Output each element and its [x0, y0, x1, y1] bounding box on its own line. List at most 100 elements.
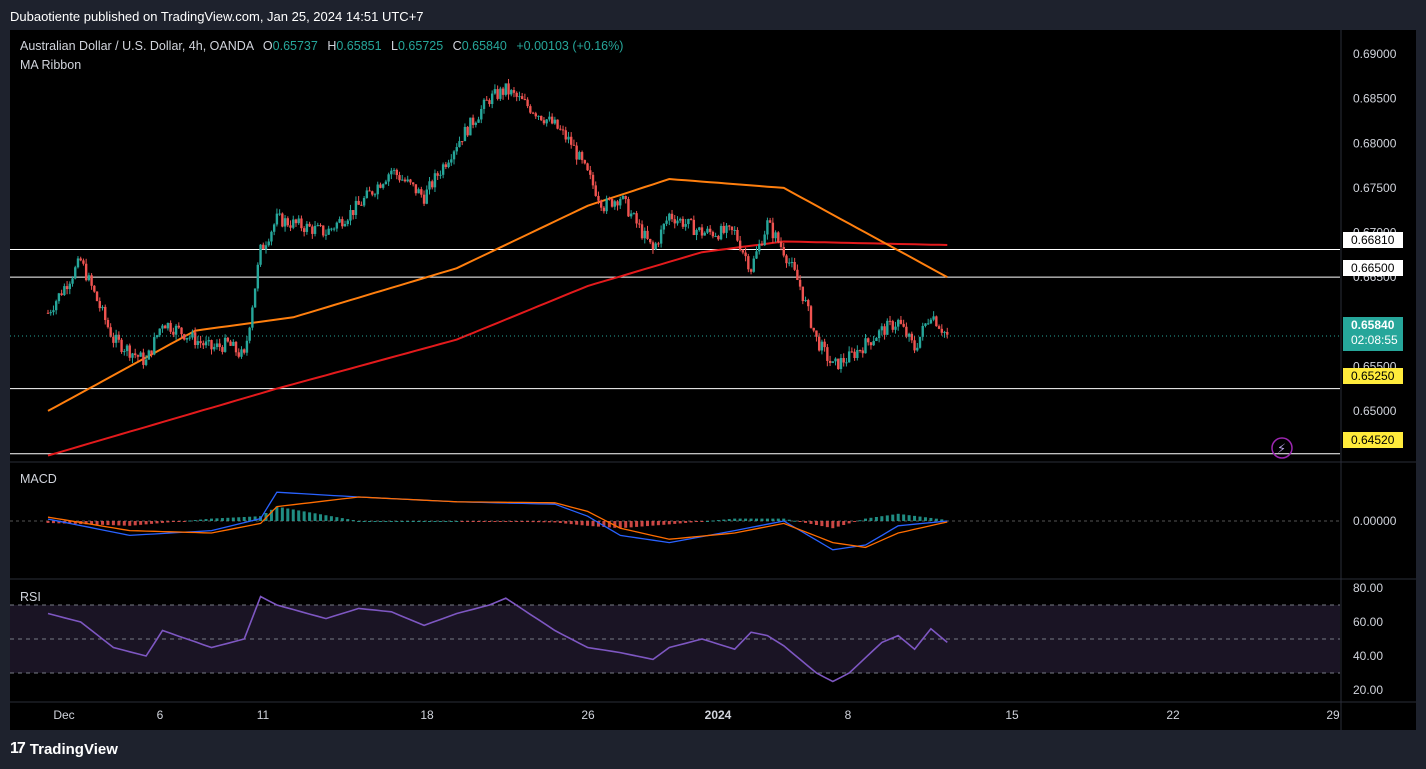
candle-body: [466, 126, 469, 136]
candle-body: [749, 269, 753, 272]
candle-body: [665, 220, 668, 224]
time-axis-tick: 2024: [705, 708, 732, 722]
candle-body: [76, 258, 80, 268]
candle-body: [155, 335, 159, 338]
candle-body: [74, 267, 77, 279]
candle-body: [542, 120, 546, 124]
candle-body: [409, 179, 412, 183]
macd-histogram-bar: [237, 517, 241, 521]
candle-body: [199, 341, 202, 344]
macd-histogram-bar: [220, 518, 224, 521]
macd-histogram-bar: [667, 521, 671, 525]
macd-histogram-bar: [531, 521, 535, 523]
candle-body: [390, 170, 393, 175]
candle-body: [891, 321, 894, 330]
candle-body: [777, 232, 780, 243]
macd-histogram-bar: [286, 508, 290, 521]
candle-body: [837, 358, 840, 370]
candle-body: [747, 256, 750, 270]
time-axis-tick: 22: [1166, 708, 1180, 722]
candle-body: [447, 162, 450, 168]
indicator-name[interactable]: MA Ribbon: [20, 58, 82, 72]
candle-body: [308, 223, 311, 227]
candle-body: [670, 213, 674, 220]
candle-body: [785, 255, 788, 264]
macd-pane-label[interactable]: MACD: [20, 472, 57, 486]
chart-canvas[interactable]: 0.690000.685000.680000.675000.670000.665…: [10, 30, 1416, 730]
candle-body: [529, 106, 532, 113]
candle-body: [332, 228, 336, 230]
candle-body: [515, 92, 518, 97]
candle-body: [240, 349, 243, 357]
price-axis-tick: 0.65000: [1353, 404, 1397, 418]
macd-histogram-bar: [313, 513, 317, 521]
candle-body: [357, 200, 360, 205]
macd-histogram-bar: [275, 506, 279, 521]
candle-body: [673, 219, 676, 224]
candle-body: [352, 210, 355, 215]
candle-body: [834, 358, 837, 362]
macd-histogram-bar: [340, 518, 344, 521]
macd-histogram-bar: [705, 521, 709, 522]
candle-body: [90, 275, 93, 286]
price-axis-tick: 0.67500: [1353, 181, 1397, 195]
candle-body: [183, 334, 186, 340]
candle-body: [553, 119, 557, 124]
candle-body: [741, 250, 745, 253]
macd-histogram-bar: [51, 521, 55, 524]
macd-histogram-bar: [907, 515, 911, 521]
candle-body: [46, 312, 50, 314]
candle-body: [292, 219, 295, 228]
candle-body: [589, 170, 592, 175]
macd-axis-tick: 0.00000: [1353, 514, 1397, 528]
macd-histogram-bar: [177, 521, 181, 522]
chart-frame[interactable]: 0.690000.685000.680000.675000.670000.665…: [10, 30, 1416, 730]
macd-histogram-bar: [586, 521, 590, 526]
candle-body: [458, 141, 461, 148]
candle-body: [84, 263, 88, 281]
macd-signal-line: [47, 496, 948, 549]
candle-body: [338, 219, 341, 223]
candle-countdown: 02:08:55: [1351, 333, 1398, 347]
macd-histogram-bar: [406, 521, 410, 522]
candle-body: [417, 189, 420, 194]
candle-body: [153, 337, 156, 355]
candle-body: [499, 88, 502, 99]
alert-lightning-icon: [1271, 437, 1293, 459]
time-axis-tick: 29: [1326, 708, 1340, 722]
candle-body: [376, 184, 379, 195]
candle-body: [632, 213, 636, 215]
rsi-pane-label[interactable]: RSI: [20, 590, 41, 604]
candle-body: [52, 310, 55, 313]
tradingview-logo[interactable]: 17 TradingView: [10, 740, 118, 758]
candle-body: [817, 336, 821, 351]
candle-body: [452, 151, 456, 160]
candle-body: [520, 96, 524, 100]
macd-histogram-bar: [297, 510, 301, 521]
macd-histogram-bar: [880, 516, 884, 521]
macd-histogram-bar: [869, 517, 873, 521]
symbol-title[interactable]: Australian Dollar / U.S. Dollar, 4h, OAN…: [20, 39, 254, 53]
candle-body: [68, 283, 71, 290]
candle-body: [330, 228, 333, 230]
candle-body: [305, 223, 309, 232]
candle-body: [104, 306, 107, 321]
macd-histogram-bar: [891, 514, 895, 521]
macd-histogram-bar: [656, 521, 660, 526]
candle-body: [793, 262, 796, 270]
candle-body: [703, 232, 706, 236]
macd-histogram-bar: [46, 521, 50, 523]
candle-body: [526, 99, 529, 107]
macd-histogram-bar: [771, 518, 775, 521]
macd-histogram-bar: [248, 516, 252, 521]
level-tag-2: 0.66500: [1343, 260, 1403, 276]
candle-body: [134, 353, 137, 356]
candle-body: [899, 319, 903, 324]
macd-histogram-bar: [635, 521, 639, 527]
macd-histogram-bar: [444, 521, 448, 522]
candle-body: [213, 346, 216, 350]
macd-histogram-bar: [765, 518, 769, 521]
macd-histogram-bar: [564, 521, 568, 524]
candle-body: [384, 181, 388, 185]
macd-histogram-bar: [84, 521, 88, 525]
